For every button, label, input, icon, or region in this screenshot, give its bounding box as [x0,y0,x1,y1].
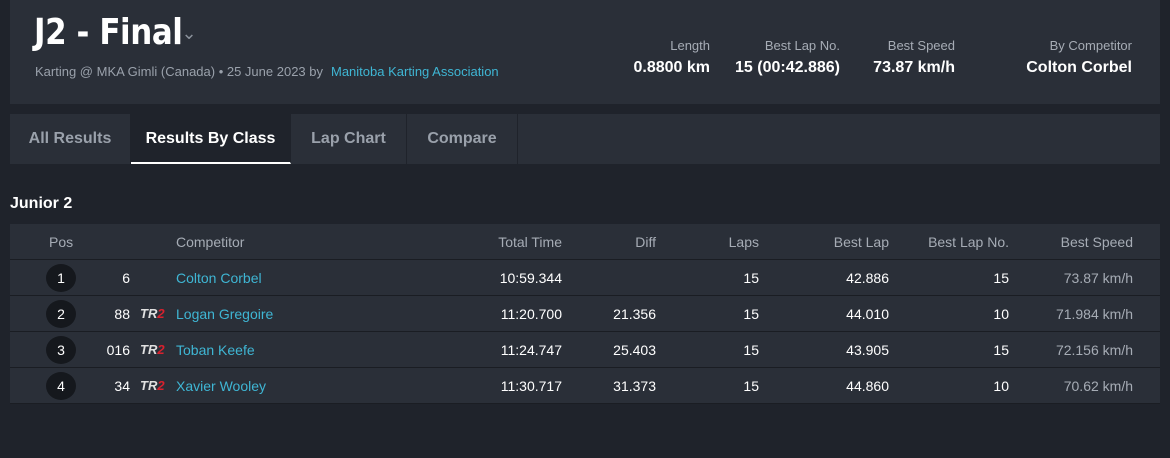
best-lap-no: 15 [993,270,1009,286]
stat-label: Length [670,38,710,53]
kart-number: 6 [122,270,130,286]
competitor-link[interactable]: Logan Gregoire [176,306,274,322]
laps: 15 [743,342,759,358]
total-time: 11:20.700 [500,306,562,322]
best-speed: 73.87 km/h [1063,270,1133,286]
best-speed: 71.984 km/h [1055,306,1133,322]
team-logo: TR2 [140,296,165,332]
tab-all-results[interactable]: All Results [10,114,131,164]
best-speed: 70.62 km/h [1063,378,1133,394]
col-best-lap-no: Best Lap No. [928,234,1009,250]
best-lap: 44.010 [846,306,889,322]
table-row[interactable]: 3 016 TR2 Toban Keefe 11:24.747 25.403 1… [10,332,1160,368]
table-row[interactable]: 4 34 TR2 Xavier Wooley 11:30.717 31.373 … [10,368,1160,404]
event-header: J2 - Final ⌄ Karting @ MKA Gimli (Canada… [10,0,1160,104]
laps: 15 [743,378,759,394]
competitor-link[interactable]: Toban Keefe [176,342,255,358]
position-badge: 1 [46,264,76,292]
best-lap: 43.905 [846,342,889,358]
position-badge: 2 [46,300,76,328]
diff: 21.356 [613,306,656,322]
laps: 15 [743,270,759,286]
best-speed: 72.156 km/h [1055,342,1133,358]
kart-number: 88 [114,306,130,322]
tab-bar: All Results Results By Class Lap Chart C… [10,114,1160,164]
position-badge: 4 [46,372,76,400]
diff: 31.373 [613,378,656,394]
stat-best-lap-no: Best Lap No. 15 (00:42.886) [735,38,840,77]
tab-results-by-class[interactable]: Results By Class [131,114,291,164]
event-subtitle: Karting @ MKA Gimli (Canada) • 25 June 2… [35,64,499,79]
stat-label: Best Speed [887,38,955,53]
chevron-down-icon[interactable]: ⌄ [181,23,197,43]
position-badge: 3 [46,336,76,364]
col-pos: Pos [49,234,74,250]
table-row[interactable]: 2 88 TR2 Logan Gregoire 11:20.700 21.356… [10,296,1160,332]
results-table: Pos Competitor Total Time Diff Laps Best… [10,224,1160,404]
stat-label: Best Lap No. [764,38,840,53]
total-time: 10:59.344 [499,270,562,286]
page-title: J2 - Final [34,12,183,53]
total-time: 11:24.747 [500,342,562,358]
col-competitor: Competitor [176,234,245,250]
col-best-lap: Best Lap [833,234,889,250]
best-lap-no: 10 [993,378,1009,394]
stat-length: Length 0.8800 km [633,38,710,77]
stat-best-speed: Best Speed 73.87 km/h [873,38,955,77]
kart-number: 34 [114,378,130,394]
stat-value: 0.8800 km [633,59,710,76]
tab-lap-chart[interactable]: Lap Chart [291,114,407,164]
diff: 25.403 [613,342,656,358]
best-lap: 42.886 [846,270,889,286]
total-time: 11:30.717 [500,378,562,394]
col-total-time: Total Time [498,234,562,250]
team-logo-text: TR2 [140,378,165,393]
tab-compare[interactable]: Compare [407,114,518,164]
stat-by-competitor: By Competitor Colton Corbel [1026,38,1132,77]
competitor-link[interactable]: Colton Corbel [176,270,262,286]
col-diff: Diff [635,234,656,250]
competitor-link[interactable]: Xavier Wooley [176,378,267,394]
best-lap-no: 15 [993,342,1009,358]
stat-value: 73.87 km/h [873,59,955,76]
stat-value: Colton Corbel [1026,59,1132,76]
table-row[interactable]: 1 6 Colton Corbel 10:59.344 15 42.886 15… [10,260,1160,296]
best-lap: 44.860 [846,378,889,394]
class-heading: Junior 2 [10,195,73,212]
best-lap-no: 10 [993,306,1009,322]
kart-number: 016 [106,342,130,358]
stat-value: 15 (00:42.886) [735,59,840,76]
laps: 15 [743,306,759,322]
col-best-speed: Best Speed [1060,234,1133,250]
organizer-link[interactable]: Manitoba Karting Association [331,64,499,79]
stat-label: By Competitor [1049,38,1132,53]
team-logo-text: TR2 [140,306,165,321]
event-info: Karting @ MKA Gimli (Canada) • 25 June 2… [35,64,323,79]
team-logo: TR2 [140,368,165,404]
table-header: Pos Competitor Total Time Diff Laps Best… [10,224,1160,260]
col-laps: Laps [728,234,759,250]
team-logo-text: TR2 [140,342,165,357]
team-logo: TR2 [140,332,165,368]
